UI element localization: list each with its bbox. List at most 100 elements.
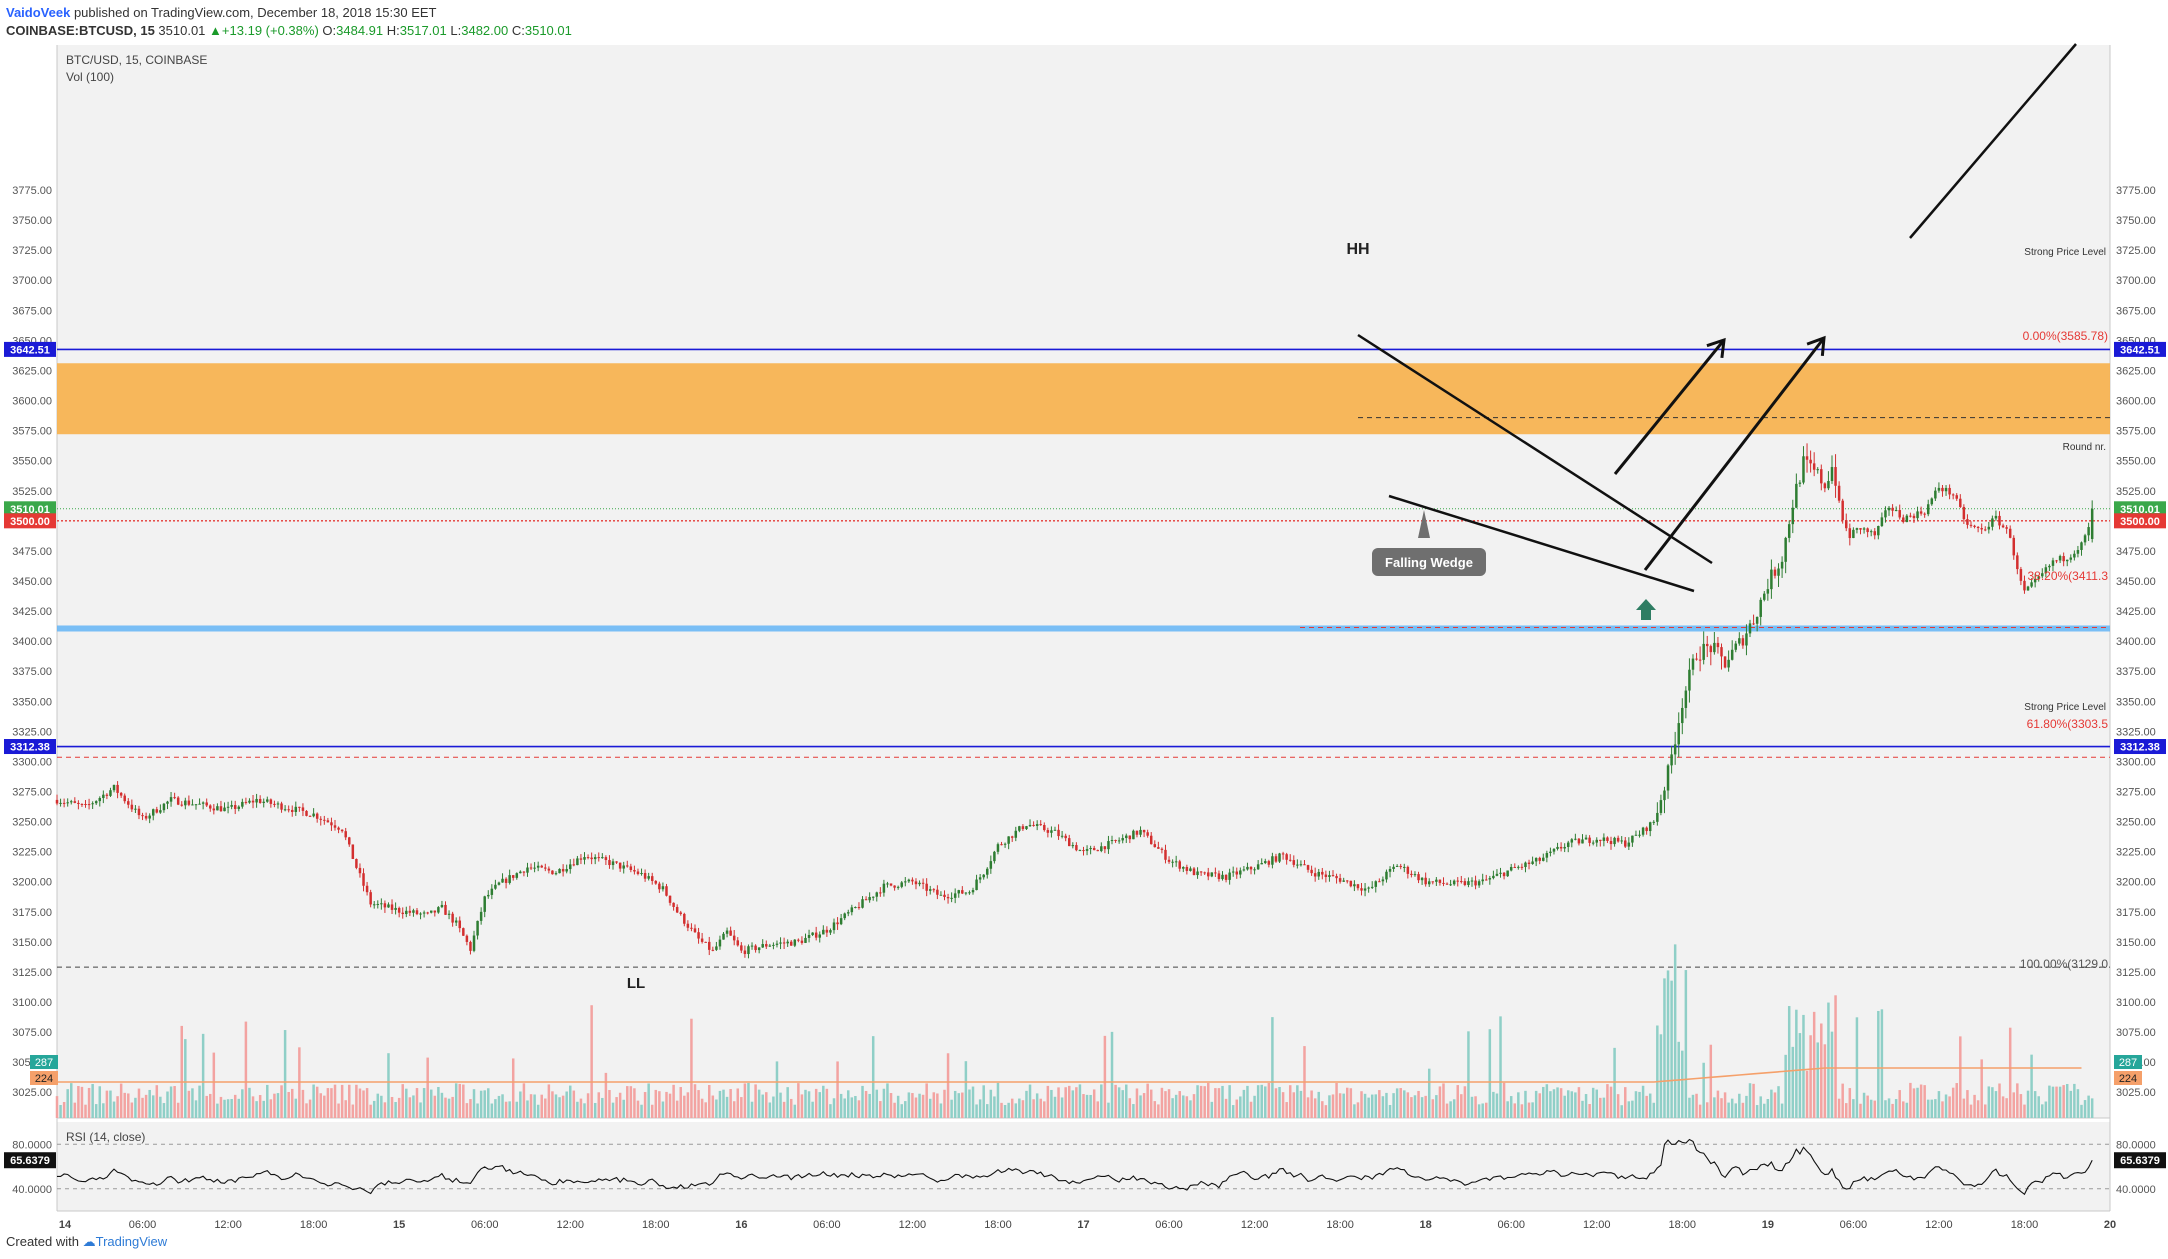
wedge-lower-line[interactable] <box>1388 494 1695 593</box>
candle-body <box>2090 508 2094 539</box>
volume-bar <box>401 1084 404 1118</box>
volume-bar <box>871 1036 875 1118</box>
candle-body <box>2030 582 2033 587</box>
time-tick-label: 14 <box>59 1219 72 1231</box>
breakout-arrow-1[interactable] <box>1613 339 1726 475</box>
falling-wedge-tag[interactable] <box>1372 548 1486 576</box>
volume-bar <box>786 1087 789 1118</box>
price-tick-label: 3450.00 <box>2116 576 2156 588</box>
candle-body <box>1210 872 1214 877</box>
fib-618-label: 61.80%(3303.5 <box>2027 717 2109 731</box>
volume-bar <box>633 1088 636 1118</box>
volume-bar <box>87 1087 91 1118</box>
candle-body <box>1260 863 1263 865</box>
candle-body <box>497 882 501 885</box>
volume-bar <box>946 1053 950 1118</box>
time-tick-label: 20 <box>2104 1219 2116 1231</box>
volume-bar <box>440 1092 444 1118</box>
candle-body <box>1777 568 1780 576</box>
candle-body <box>1306 865 1310 870</box>
volume-bar <box>928 1098 932 1118</box>
volume-bar <box>583 1103 586 1118</box>
volume-bar <box>1884 1100 1887 1118</box>
high-value: 3517.01 <box>399 23 447 38</box>
candle-body <box>747 946 750 955</box>
volume-bar <box>1656 1025 1659 1118</box>
candle-body <box>1328 875 1331 877</box>
candle-body <box>1281 853 1285 855</box>
volume-bar <box>429 1089 433 1118</box>
strong-bottom-badge-text: 3312.38 <box>2120 742 2160 754</box>
volume-bar <box>1873 1100 1877 1118</box>
volume-bar <box>936 1093 939 1118</box>
price-tick-label: 3400.00 <box>2116 636 2156 648</box>
volume-bar <box>70 1083 73 1118</box>
volume-bar <box>629 1086 633 1118</box>
volume-bar <box>704 1102 707 1118</box>
candle-body <box>2037 576 2040 579</box>
low-value: 3482.00 <box>461 23 509 38</box>
volume-bar <box>1506 1101 1509 1118</box>
candle-body <box>1267 861 1271 865</box>
candle-body <box>957 890 960 894</box>
candle-body <box>62 802 66 804</box>
volume-bar <box>2033 1091 2037 1118</box>
volume-bar <box>700 1098 704 1118</box>
volume-bar <box>1684 970 1688 1118</box>
candle-body <box>433 910 437 913</box>
rsi-pane-bg <box>57 1122 2110 1211</box>
volume-bar <box>269 1099 273 1118</box>
candle-body <box>258 798 262 803</box>
volume-bar <box>1837 1098 1841 1118</box>
volume-bar <box>273 1093 276 1118</box>
volume-bar <box>1673 944 1677 1118</box>
volume-bar <box>1025 1090 1028 1118</box>
candle-body <box>1577 838 1581 844</box>
volume-bar <box>907 1092 911 1118</box>
candle-body <box>2058 556 2062 561</box>
candle-body <box>740 945 743 951</box>
volume-bar <box>1285 1102 1288 1118</box>
volume-bar <box>1003 1105 1007 1118</box>
price-tick-label: 3025.00 <box>2116 1087 2156 1099</box>
volume-bar <box>1566 1090 1570 1118</box>
candle-body <box>1959 498 1962 507</box>
volume-bar <box>1403 1090 1406 1118</box>
candle-body <box>1677 723 1680 745</box>
volume-bar <box>365 1088 369 1118</box>
candle-body <box>519 871 522 874</box>
candle-body <box>1196 871 1199 876</box>
candle-body <box>1556 846 1559 849</box>
candle-body <box>1566 842 1570 847</box>
volume-bar <box>1984 1104 1987 1118</box>
volume-bar <box>258 1095 262 1118</box>
volume-bar <box>2026 1090 2030 1118</box>
volume-bar <box>494 1099 497 1118</box>
wedge-upper-line[interactable] <box>1357 333 1713 565</box>
volume-bar <box>1253 1095 1256 1118</box>
volume-bar <box>1132 1104 1135 1118</box>
candle-body <box>1488 878 1492 880</box>
volume-bar <box>1242 1089 1246 1118</box>
volume-bar <box>1648 1093 1652 1118</box>
candle-body <box>1189 868 1192 871</box>
price-pane-bg <box>57 45 2110 1118</box>
volume-bar <box>1727 1102 1730 1118</box>
volume-bar <box>1720 1098 1723 1118</box>
candle-body <box>1780 561 1784 569</box>
volume-bar <box>383 1102 387 1118</box>
ohlc-line: COINBASE:BTCUSD, 15 3510.01 ▲+13.19 (+0.… <box>6 22 572 40</box>
tradingview-brand[interactable]: TradingView <box>95 1234 168 1249</box>
candle-body <box>1820 469 1823 484</box>
breakout-arrow-2[interactable] <box>1643 337 1826 571</box>
volume-bar <box>1164 1091 1167 1118</box>
volume-bar <box>255 1101 258 1118</box>
volume-bar <box>451 1096 454 1118</box>
projection-line[interactable] <box>1909 43 2077 239</box>
volume-bar <box>2073 1083 2076 1118</box>
candle-body <box>98 798 102 802</box>
candle-body <box>1545 853 1549 858</box>
volume-bar <box>993 1096 996 1118</box>
author-link[interactable]: VaidoVeek <box>6 5 71 20</box>
